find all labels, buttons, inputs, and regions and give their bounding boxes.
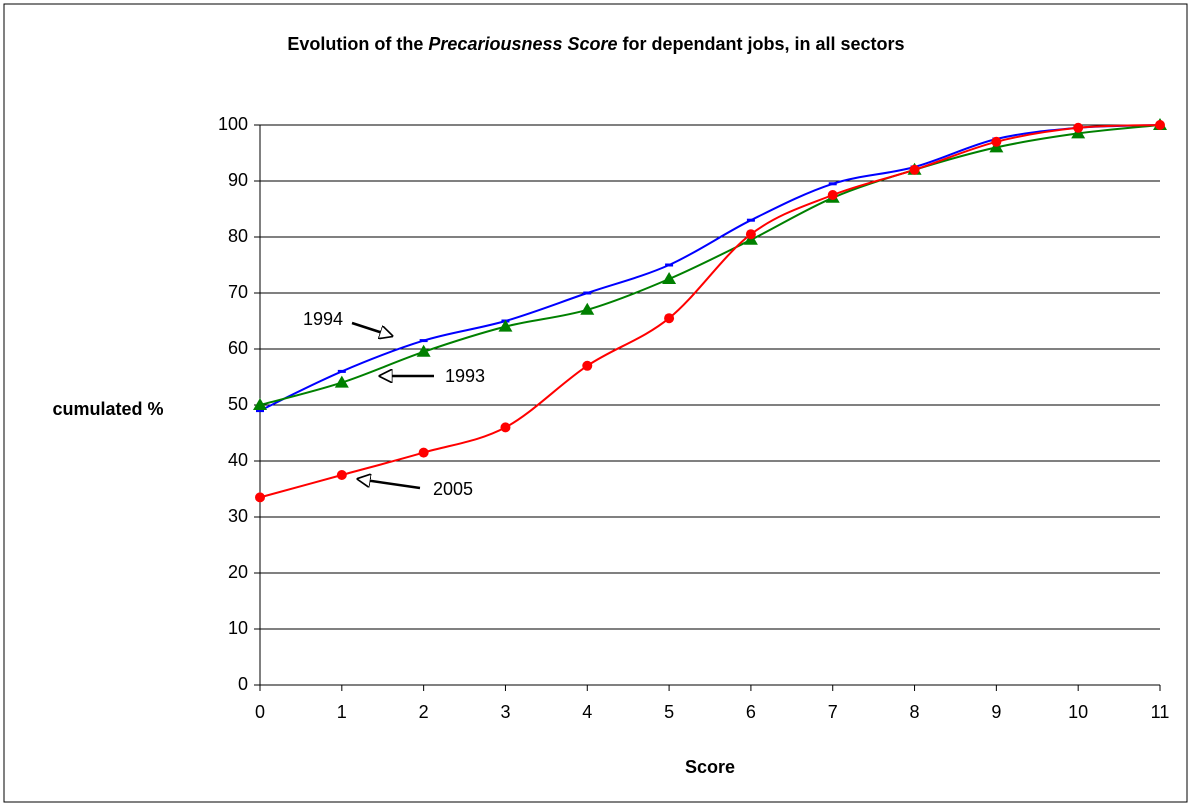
- y-axis-label: cumulated %: [52, 399, 163, 419]
- point: [583, 291, 592, 295]
- point: [665, 263, 674, 267]
- y-tick-label: 30: [228, 506, 248, 526]
- x-tick-label: 5: [664, 702, 674, 722]
- point: [256, 409, 264, 413]
- point: [745, 229, 756, 240]
- point: [337, 369, 346, 373]
- annotation-arrow: [351, 321, 392, 336]
- series-line: [259, 124, 1161, 406]
- y-tick-label: 20: [228, 562, 248, 582]
- annotation-arrow: [358, 479, 421, 490]
- y-tick-label: 100: [218, 114, 248, 134]
- point: [336, 470, 347, 480]
- point: [746, 218, 755, 222]
- y-tick-label: 80: [228, 226, 248, 246]
- point: [419, 339, 428, 343]
- point: [498, 319, 513, 332]
- x-tick-label: 0: [255, 702, 265, 722]
- point: [255, 492, 265, 503]
- x-tick-label: 7: [828, 702, 838, 722]
- annotation-label: 1993: [445, 366, 485, 386]
- series-line: [259, 124, 1161, 412]
- y-tick-label: 60: [228, 338, 248, 358]
- title-part: Precariousness Score: [428, 34, 617, 54]
- x-tick-label: 3: [500, 702, 510, 722]
- point: [991, 136, 1002, 147]
- y-tick-label: 10: [228, 618, 248, 638]
- point: [827, 190, 838, 200]
- title-part: for dependant jobs, in all sectors: [618, 34, 905, 54]
- point: [662, 272, 677, 284]
- y-tick-label: 40: [228, 450, 248, 470]
- point: [909, 164, 920, 175]
- point: [418, 447, 429, 458]
- point: [1155, 120, 1165, 130]
- x-tick-label: 6: [746, 702, 756, 722]
- point: [664, 313, 675, 324]
- x-tick-label: 9: [991, 702, 1001, 722]
- point: [500, 422, 511, 433]
- x-tick-label: 10: [1068, 702, 1088, 722]
- y-tick-label: 50: [228, 394, 248, 414]
- point: [1073, 122, 1084, 133]
- chart-border: [3, 3, 1188, 803]
- point: [416, 344, 431, 357]
- annotation-label: 1994: [303, 309, 343, 329]
- point: [253, 398, 267, 410]
- x-tick-label: 2: [419, 702, 429, 722]
- series-line: [259, 124, 1161, 499]
- title-part: Evolution of the: [287, 34, 428, 54]
- point: [828, 182, 837, 186]
- chart-title: Evolution of the Precariousness Score fo…: [287, 34, 904, 54]
- x-tick-label: 11: [1151, 702, 1170, 722]
- x-tick-label: 8: [910, 702, 920, 722]
- point: [580, 302, 595, 315]
- point: [334, 375, 349, 388]
- annotation-label: 2005: [433, 479, 473, 499]
- x-tick-label: 1: [337, 702, 347, 722]
- y-tick-label: 90: [228, 170, 248, 190]
- x-tick-label: 4: [582, 702, 592, 722]
- y-tick-label: 0: [238, 674, 248, 694]
- x-axis-label: Score: [685, 757, 735, 777]
- point: [582, 360, 593, 371]
- y-tick-label: 70: [228, 282, 248, 302]
